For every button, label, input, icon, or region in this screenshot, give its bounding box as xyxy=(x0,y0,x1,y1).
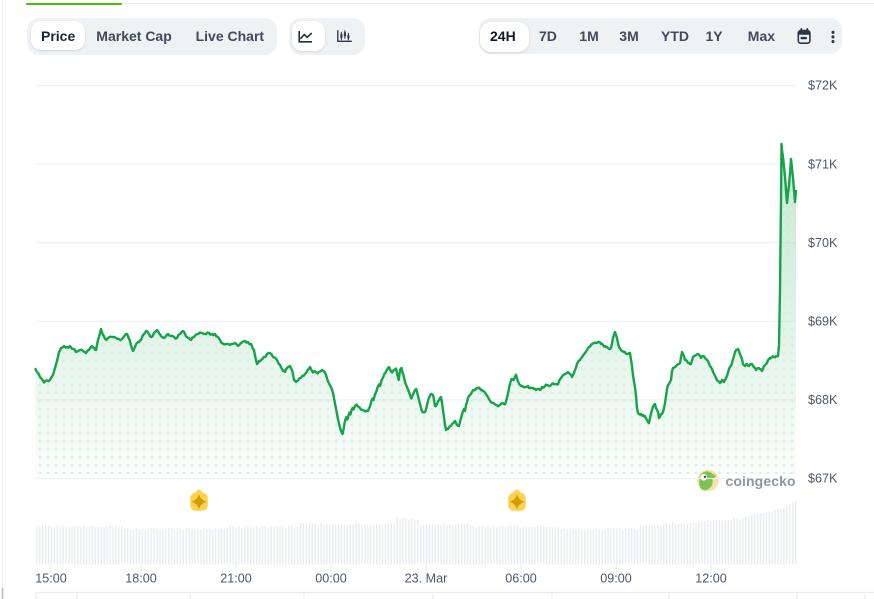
svg-text:12:00: 12:00 xyxy=(695,572,727,586)
svg-text:21:00: 21:00 xyxy=(220,572,252,586)
svg-text:00:00: 00:00 xyxy=(315,572,347,586)
svg-text:$67K: $67K xyxy=(808,472,838,486)
svg-text:$71K: $71K xyxy=(808,157,838,171)
svg-text:$70K: $70K xyxy=(808,236,838,250)
svg-text:$69K: $69K xyxy=(808,315,838,329)
svg-text:09:00: 09:00 xyxy=(600,572,632,586)
svg-text:$72K: $72K xyxy=(808,79,838,93)
svg-text:coingecko: coingecko xyxy=(726,473,796,489)
svg-text:15:00: 15:00 xyxy=(35,572,67,586)
svg-text:$68K: $68K xyxy=(808,393,838,407)
svg-text:18:00: 18:00 xyxy=(125,572,157,586)
svg-text:23. Mar: 23. Mar xyxy=(405,572,448,586)
svg-text:06:00: 06:00 xyxy=(505,572,537,586)
